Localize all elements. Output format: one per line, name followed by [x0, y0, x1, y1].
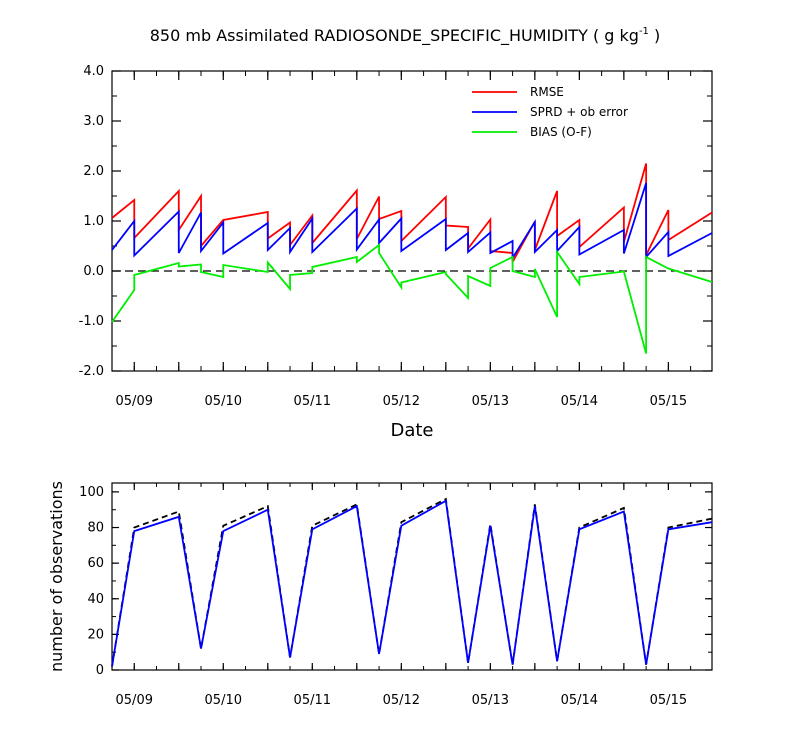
y-tick-label: 0.0 [83, 264, 104, 279]
y-axis-label: number of observations [47, 481, 66, 672]
y-tick-label: -1.0 [79, 314, 104, 329]
series-line-bias-o-f [111, 243, 713, 354]
top-panel: 4.0 3.0 2.0 1.0 0.0 -1.0 -2.0 05/09 05/10 05/11 05… [79, 64, 713, 441]
y-tick-label: 4.0 [83, 64, 104, 79]
y-tick-label: 2.0 [83, 164, 104, 179]
y-tick-label: -2.0 [79, 364, 104, 379]
y-tick-label: 100 [79, 485, 104, 500]
plot-frame [111, 482, 713, 671]
x-tick-label: 05/10 [205, 693, 242, 708]
x-tick-label: 05/12 [383, 693, 420, 708]
y-tick-label: 20 [87, 627, 104, 642]
x-tick-label: 05/09 [116, 693, 153, 708]
x-tick-label: 05/14 [561, 693, 598, 708]
y-tick-label: 0 [96, 663, 104, 678]
x-tick-label: 05/15 [650, 394, 687, 409]
chart-title-superscript: -1 [639, 26, 649, 37]
chart-title-closing: ) [649, 26, 660, 45]
legend-label: SPRD + ob error [530, 105, 628, 119]
legend-label: BIAS (O-F) [530, 125, 592, 139]
chart-title: 850 mb Assimilated RADIOSONDE_SPECIFIC_H… [150, 26, 661, 46]
x-tick-label: 05/11 [294, 394, 331, 409]
y-tick-label: 40 [87, 592, 104, 607]
y-tick-label: 3.0 [83, 114, 104, 129]
x-tick-label: 05/13 [472, 394, 509, 409]
y-tick-label: 60 [87, 556, 104, 571]
x-tick-label: 05/10 [205, 394, 242, 409]
series-line-rmse [111, 163, 713, 263]
chart-title-main: 850 mb Assimilated RADIOSONDE_SPECIFIC_H… [150, 26, 639, 46]
bottom-panel: 100 80 60 40 20 0 05/09 05/10 05/11 05/12 05/13 05/… [47, 481, 713, 708]
obs-series-line-solid [111, 499, 713, 667]
series-line-sprd-ob-error [111, 182, 713, 262]
x-tick-label: 05/09 [116, 394, 153, 409]
x-tick-label: 05/15 [650, 693, 687, 708]
x-tick-label: 05/14 [561, 394, 598, 409]
y-tick-label: 80 [87, 521, 104, 536]
x-axis-label: Date [390, 420, 433, 441]
legend-label: RMSE [530, 85, 564, 99]
y-tick-label: 1.0 [83, 214, 104, 229]
x-tick-label: 05/12 [383, 394, 420, 409]
x-tick-label: 05/11 [294, 693, 331, 708]
x-tick-label: 05/13 [472, 693, 509, 708]
